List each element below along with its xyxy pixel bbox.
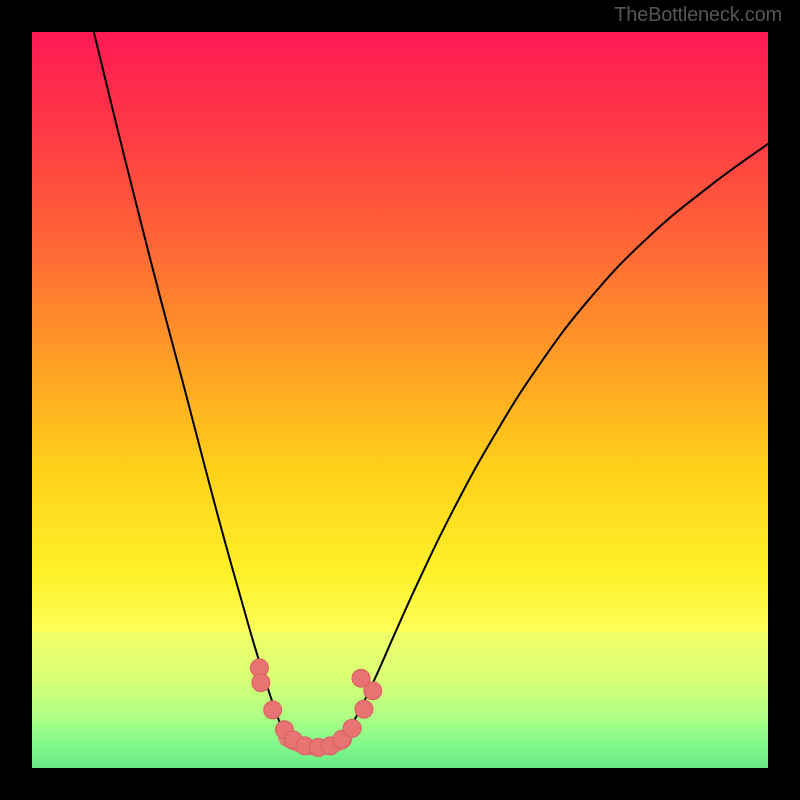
data-dot <box>264 701 282 719</box>
data-dots-layer <box>32 32 768 768</box>
data-dot <box>252 674 270 692</box>
data-dot <box>355 700 373 718</box>
data-dot <box>343 719 361 737</box>
chart-frame: TheBottleneck.com <box>0 0 800 800</box>
data-dot <box>352 669 370 687</box>
watermark-label: TheBottleneck.com <box>614 4 782 27</box>
plot-area <box>32 32 768 768</box>
